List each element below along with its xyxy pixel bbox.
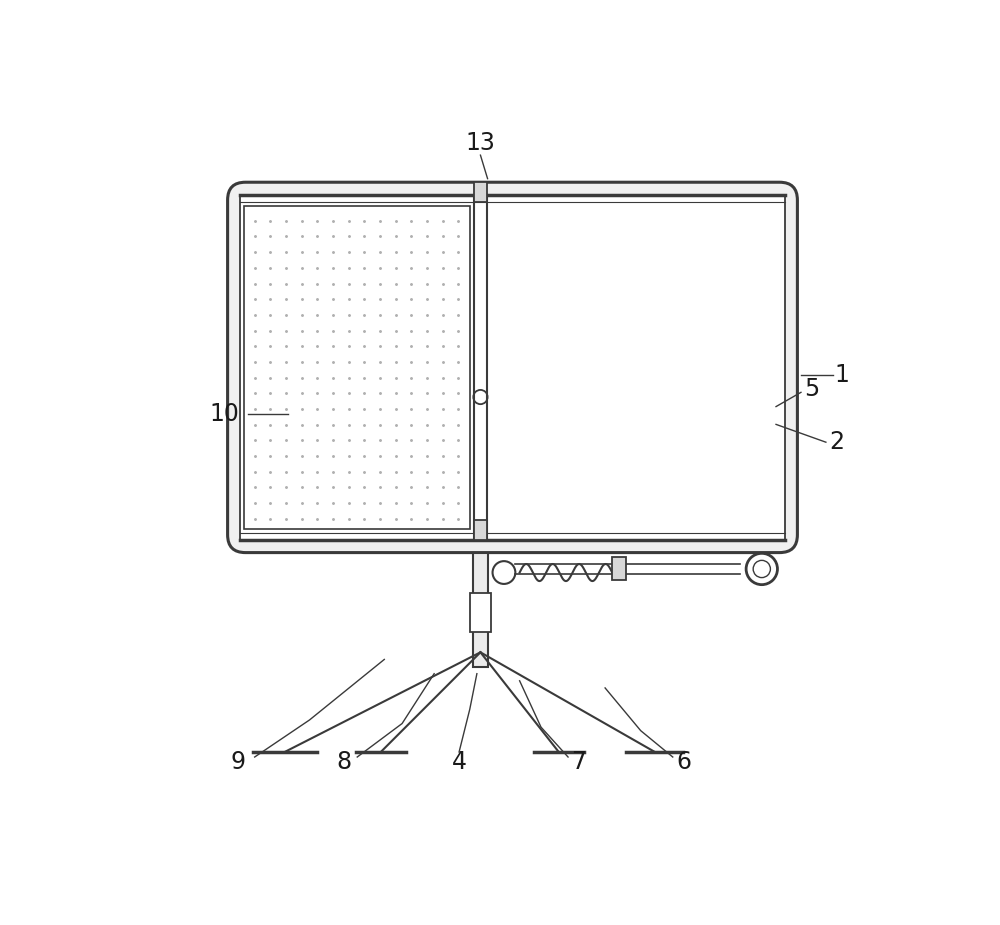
Bar bbox=[612, 557, 626, 580]
Text: 6: 6 bbox=[676, 750, 691, 774]
Text: 10: 10 bbox=[209, 401, 239, 426]
FancyBboxPatch shape bbox=[228, 182, 797, 552]
Bar bbox=[474, 520, 487, 540]
Text: 1: 1 bbox=[835, 363, 850, 387]
Text: 9: 9 bbox=[231, 750, 246, 774]
Bar bbox=[240, 195, 785, 540]
Text: 7: 7 bbox=[571, 750, 586, 774]
Bar bbox=[473, 552, 488, 667]
Bar bbox=[474, 182, 487, 202]
Bar bbox=[470, 593, 491, 633]
Bar bbox=[244, 205, 470, 529]
Text: 8: 8 bbox=[336, 750, 351, 774]
Text: 4: 4 bbox=[452, 750, 467, 774]
Text: 5: 5 bbox=[804, 376, 819, 401]
Text: 2: 2 bbox=[829, 430, 844, 454]
Text: 13: 13 bbox=[466, 131, 495, 155]
